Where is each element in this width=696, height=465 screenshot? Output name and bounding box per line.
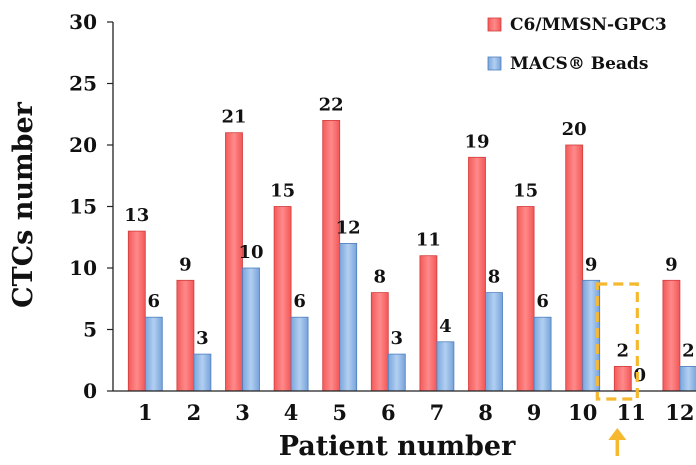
data-label-c6-mmsn-gpc3: 13 xyxy=(124,205,149,226)
x-tick-label: 4 xyxy=(284,400,299,425)
x-tick-label: 10 xyxy=(568,400,597,425)
bar-c6-mmsn-gpc3 xyxy=(273,206,292,392)
bar-c6-mmsn-gpc3 xyxy=(127,230,146,392)
y-tick-label: 30 xyxy=(69,10,97,34)
highlight-dashed-box xyxy=(595,282,639,401)
y-tick-label: 10 xyxy=(69,256,97,280)
bar-macs-beads xyxy=(242,267,260,392)
data-label-macs-beads: 6 xyxy=(293,291,306,312)
legend-label-c6-mmsn-gpc3: C6/MMSN-GPC3 xyxy=(510,15,667,35)
bar-c6-mmsn-gpc3 xyxy=(176,279,195,392)
data-label-macs-beads: 9 xyxy=(585,254,598,275)
highlight-annotation xyxy=(595,282,639,456)
data-label-macs-beads: 6 xyxy=(148,291,161,312)
data-label-macs-beads: 6 xyxy=(536,291,549,312)
x-tick-label: 8 xyxy=(478,400,493,425)
data-label-c6-mmsn-gpc3: 19 xyxy=(464,131,489,152)
bar-macs-beads xyxy=(436,341,455,392)
x-tick-label: 1 xyxy=(138,400,153,425)
bar-macs-beads xyxy=(387,353,406,392)
bar-macs-beads xyxy=(679,365,696,392)
data-label-c6-mmsn-gpc3: 8 xyxy=(374,267,387,288)
bar-macs-beads xyxy=(485,292,503,392)
data-label-c6-mmsn-gpc3: 22 xyxy=(319,94,344,115)
y-tick-label: 25 xyxy=(69,72,97,96)
bar-c6-mmsn-gpc3 xyxy=(516,206,535,392)
up-arrow-head xyxy=(608,428,627,440)
x-tick-label: 12 xyxy=(665,400,694,425)
data-label-c6-mmsn-gpc3: 21 xyxy=(221,107,246,128)
data-label-c6-mmsn-gpc3: 15 xyxy=(513,181,538,202)
data-label-macs-beads: 4 xyxy=(439,316,452,337)
bar-macs-beads xyxy=(533,316,552,392)
x-tick-label: 7 xyxy=(430,400,445,425)
data-label-c6-mmsn-gpc3: 11 xyxy=(416,230,441,251)
data-label-macs-beads: 0 xyxy=(634,365,647,386)
axes xyxy=(112,22,696,392)
data-label-c6-mmsn-gpc3: 15 xyxy=(270,181,295,202)
y-tick-label: 5 xyxy=(83,318,97,342)
data-label-macs-beads: 3 xyxy=(391,328,404,349)
bar-c6-mmsn-gpc3 xyxy=(370,292,389,392)
y-axis-title: CTCs number xyxy=(8,101,39,308)
bar-c6-mmsn-gpc3 xyxy=(322,120,341,392)
legend-swatch-macs-beads xyxy=(487,56,502,71)
data-label-macs-beads: 10 xyxy=(238,242,263,263)
x-tick-label: 6 xyxy=(381,400,396,425)
bar-macs-beads xyxy=(290,316,309,392)
data-label-macs-beads: 3 xyxy=(196,328,209,349)
data-label-c6-mmsn-gpc3: 9 xyxy=(665,254,678,275)
y-tick-label: 15 xyxy=(69,195,97,219)
x-axis-title: Patient number xyxy=(279,431,516,462)
data-label-macs-beads: 8 xyxy=(488,267,501,288)
x-tick-label: 11 xyxy=(617,400,646,425)
bar-macs-beads xyxy=(193,353,212,392)
bar-c6-mmsn-gpc3 xyxy=(419,255,438,392)
data-label-c6-mmsn-gpc3: 2 xyxy=(617,340,630,361)
y-tick-label: 20 xyxy=(69,133,97,157)
y-axis-ticks: 0 5 10 15 20 25 30 xyxy=(69,10,113,403)
bar-c6-mmsn-gpc3 xyxy=(468,156,486,392)
bar-c6-mmsn-gpc3 xyxy=(662,279,681,392)
x-tick-label: 5 xyxy=(332,400,347,425)
data-label-c6-mmsn-gpc3: 20 xyxy=(562,119,587,140)
data-label-macs-beads: 12 xyxy=(336,217,361,238)
x-tick-label: 9 xyxy=(527,400,542,425)
x-tick-label: 3 xyxy=(235,400,250,425)
y-tick-label: 0 xyxy=(83,379,97,403)
x-axis-ticks: 1 2 3 4 5 6 7 8 9 10 11 12 xyxy=(138,400,695,425)
data-label-c6-mmsn-gpc3: 9 xyxy=(179,254,192,275)
bar-series xyxy=(127,120,696,392)
x-tick-label: 2 xyxy=(187,400,202,425)
bar-c6-mmsn-gpc3 xyxy=(613,365,632,392)
bar-macs-beads xyxy=(144,316,163,392)
bar-c6-mmsn-gpc3 xyxy=(565,144,584,392)
bar-macs-beads xyxy=(339,242,358,392)
legend-label-macs-beads: MACS® Beads xyxy=(510,54,648,74)
legend: C6/MMSN-GPC3 MACS® Beads xyxy=(487,15,667,74)
legend-swatch-c6-mmsn-gpc3 xyxy=(487,17,502,32)
data-label-macs-beads: 2 xyxy=(682,340,695,361)
